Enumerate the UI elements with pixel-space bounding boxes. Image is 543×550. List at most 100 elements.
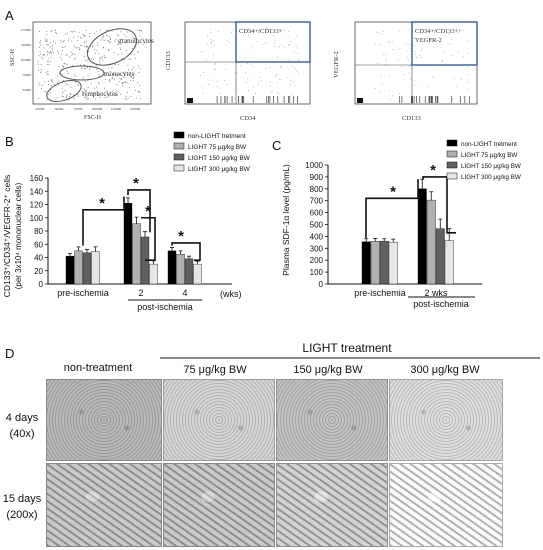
gate-label-lymphocytes: lymphocytes <box>82 90 118 98</box>
y-tick-label: 140 <box>30 187 44 196</box>
chart-b-ylabel-line1: CD133⁺/CD34⁺/VEGFR-2⁺ cells <box>2 175 12 298</box>
triple-positive-gate <box>411 21 478 66</box>
bar <box>149 263 158 285</box>
error-bar <box>170 247 174 251</box>
legend-swatch <box>446 172 458 180</box>
micrograph-4d-300 <box>389 379 503 461</box>
y-tick-label: 800 <box>310 185 324 194</box>
error-bar <box>85 249 89 253</box>
bar <box>82 252 92 285</box>
y-tick-label: 400 <box>310 232 324 241</box>
error-bar <box>68 253 72 257</box>
chart-c-ylabel: Plasma SDF-1α level (pg/mL) <box>281 164 291 276</box>
flow1-xlabel: CD34 <box>240 115 256 122</box>
chart-b-ylabel-line2: (per 3x10⁴ mononuclear cells) <box>14 182 23 289</box>
significance-star: * <box>178 228 184 245</box>
gate-label-triple-line2: VEGFR-2 <box>415 37 442 44</box>
micrograph-4d-non-treatment <box>46 379 162 461</box>
chart-b-group-label: post-ischemia <box>137 302 193 312</box>
significance-bracket <box>365 179 419 239</box>
column-label-75: 75 μg/kg BW <box>183 364 247 376</box>
monocytes-gate <box>59 65 105 81</box>
flow2-ylabel: VEGFR-2 <box>333 51 340 78</box>
error-bar <box>438 218 443 229</box>
gate-label-monocytes: monocytes <box>104 70 135 78</box>
error-bar <box>134 216 139 224</box>
panel-letter-b: B <box>5 134 14 149</box>
fsc-ssc-scatter-plot: granulocytes monocytes lymphocytes SSC-H… <box>10 21 154 121</box>
significance-star: * <box>133 175 139 192</box>
scatter-xtick: 100000 <box>92 107 103 111</box>
legend-swatch <box>446 161 458 169</box>
legend-label: non-LIGHT tretment <box>461 141 517 148</box>
significance-star: * <box>390 183 396 200</box>
panel-letter-c: C <box>272 138 281 153</box>
category-label: pre-ischemia <box>57 288 109 298</box>
scatter-xtick: 150000 <box>130 107 141 111</box>
category-label: 2 <box>138 288 143 298</box>
y-tick-label: 200 <box>310 256 324 265</box>
bar <box>193 263 202 285</box>
bar <box>123 202 133 285</box>
micrograph-15d-non-treatment <box>46 463 162 547</box>
y-tick-label: 900 <box>310 173 324 182</box>
y-tick-label: 500 <box>310 221 324 230</box>
scatter-xtick: 125000 <box>111 107 122 111</box>
bar <box>435 228 445 285</box>
micrograph-15d-150 <box>276 463 388 547</box>
bar <box>370 241 380 285</box>
bar <box>388 241 398 285</box>
column-label-300: 300 μg/kg BW <box>410 364 480 376</box>
bar <box>167 250 177 285</box>
y-tick-label: 300 <box>310 244 324 253</box>
row-label-200x: (200x) <box>6 509 37 521</box>
bar <box>379 240 389 285</box>
bar <box>426 199 436 285</box>
granulocytes-gate <box>86 28 138 66</box>
y-tick-label: 80 <box>34 227 43 236</box>
legend-swatch <box>173 131 185 139</box>
legend-label: LIGHT 75 μg/kg BW <box>188 144 247 151</box>
y-tick-label: 20 <box>34 267 43 276</box>
significance-star: * <box>99 195 105 212</box>
legend-label: LIGHT 300 μg/kg BW <box>188 166 251 173</box>
flow2-xlabel: CD133 <box>402 115 421 122</box>
y-tick-label: 0 <box>319 280 324 289</box>
scatter-ytick: 175000 <box>21 28 32 32</box>
micrograph-15d-300 <box>389 463 503 547</box>
scatter-ytick: 105000 <box>21 58 32 62</box>
flow1-ylabel: CD133 <box>165 51 172 70</box>
scatter-yticks: 175000 140000 105000 70000 35000 <box>21 28 32 92</box>
significance-star: * <box>145 203 151 220</box>
category-label: 4 <box>182 288 187 298</box>
bar <box>184 258 194 285</box>
cd133-vegfr2-flow-plot: CD34+/CD133+/ VEGFR-2 VEGFR-2 CD133 <box>333 21 478 122</box>
legend-label: LIGHT 75 μg/kg BW <box>461 152 517 159</box>
scatter-ytick: 140000 <box>21 43 32 47</box>
panel-letter-d: D <box>5 346 14 361</box>
y-tick-label: 600 <box>310 209 324 218</box>
error-bar <box>195 261 200 265</box>
column-label-150: 150 μg/kg BW <box>293 364 363 376</box>
gate-label-granulocytes: granulocytes <box>118 37 154 45</box>
error-bar <box>447 228 452 241</box>
micrograph-4d-150 <box>276 379 388 461</box>
chart-c-group-label: post-ischemia <box>413 299 469 309</box>
y-tick-label: 100 <box>310 268 324 277</box>
scatter-xticks: 25000 50000 75000 100000 125000 150000 <box>36 107 141 111</box>
chart-c-sdf1: Plasma SDF-1α level (pg/mL) post-ischemi… <box>281 161 482 309</box>
y-tick-label: 60 <box>34 240 43 249</box>
chart-b-xunit: (wks) <box>220 289 242 299</box>
micrograph-15d-75 <box>163 463 275 547</box>
legend-label: LIGHT 300 μg/kg BW <box>461 174 521 181</box>
bar <box>444 240 454 285</box>
column-label-non-treatment: non-treatment <box>64 362 132 374</box>
legend-swatch <box>446 150 458 158</box>
panel-d-header: LIGHT treatment <box>302 341 392 355</box>
error-bar <box>126 197 130 204</box>
bar <box>176 253 185 285</box>
micrograph-4d-75 <box>163 379 275 461</box>
category-label: pre-ischemia <box>354 288 406 298</box>
cd34-cd133-gate <box>235 21 311 63</box>
